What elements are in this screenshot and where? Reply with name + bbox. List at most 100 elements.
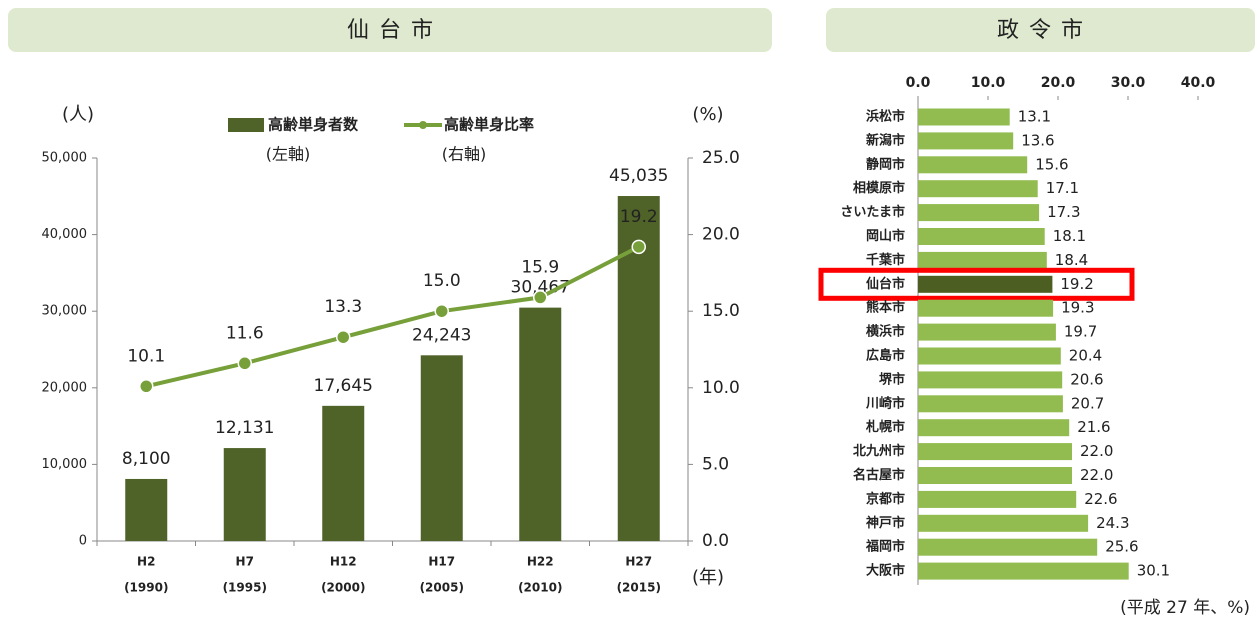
line-point [434, 303, 449, 319]
bar [918, 371, 1063, 389]
bar-label: 22.6 [1084, 490, 1117, 508]
y-tick-label: さいたま市 [840, 204, 905, 220]
bar [918, 562, 1129, 580]
x-tick-label: 0.0 [906, 75, 931, 91]
y-tick-label: 千葉市 [866, 252, 905, 268]
y2-tick-label: 5.0 [702, 454, 729, 474]
bar [918, 275, 1053, 293]
y-tick-label: 相模原市 [853, 180, 905, 196]
bar-label: 20.4 [1069, 347, 1102, 365]
y-tick-label: 浜松市 [866, 109, 905, 125]
bar [918, 419, 1070, 437]
bar [918, 538, 1098, 556]
bar-label: 24.3 [1096, 514, 1129, 532]
line-label: 13.3 [324, 297, 362, 317]
x-tick-label: H12 [330, 555, 357, 569]
line-point [533, 290, 548, 305]
bar [918, 490, 1077, 508]
bar-label: 15.6 [1035, 155, 1068, 173]
x-tick-sublabel: (1990) [124, 581, 168, 595]
y-tick-label: 堺市 [879, 371, 905, 387]
y-tick-label: 岡山市 [866, 228, 905, 244]
y-tick-label: 札幌市 [865, 419, 905, 435]
x-tick-label: H2 [137, 555, 155, 569]
y2-unit: (%) [692, 104, 723, 125]
legend-note: (左軸) [266, 145, 311, 164]
x-tick-label: 10.0 [971, 75, 1006, 91]
bar [918, 443, 1072, 461]
bar [918, 204, 1040, 222]
legend-note: (右軸) [442, 145, 487, 164]
bar-label: 12,131 [215, 418, 274, 438]
x-tick-sublabel: (2000) [321, 581, 365, 595]
bar-label: 22.0 [1080, 466, 1113, 484]
bar [918, 395, 1063, 413]
y-tick-label: 大阪市 [866, 563, 905, 579]
x-tick-sublabel: (2015) [617, 581, 661, 595]
bar [918, 132, 1014, 150]
line-point [139, 379, 154, 394]
y-tick-label: 50,000 [42, 151, 88, 166]
bar-label: 21.6 [1077, 418, 1110, 436]
x-tick-sublabel: (2010) [518, 581, 562, 595]
x-unit: (年) [692, 567, 724, 588]
y-tick-label: 30,000 [42, 304, 88, 319]
bar-label: 19.7 [1064, 323, 1097, 341]
bar [918, 108, 1010, 126]
bar-label: 19.2 [1060, 275, 1093, 293]
bar-label: 20.7 [1071, 394, 1104, 412]
y-tick-label: 40,000 [42, 227, 88, 242]
y-tick-label: 0 [79, 534, 87, 549]
x-tick-label: 30.0 [1111, 75, 1146, 91]
bar [223, 448, 266, 541]
y-tick-label: 北九州市 [853, 443, 905, 459]
bar [918, 299, 1054, 317]
bar [420, 355, 463, 541]
x-tick-label: H7 [236, 555, 254, 569]
bar-label: 25.6 [1105, 538, 1138, 556]
chart-title: 政令市 [997, 18, 1093, 43]
line-point [631, 239, 646, 255]
y2-tick-label: 0.0 [702, 531, 729, 551]
line-label: 15.0 [423, 271, 461, 291]
bar [519, 307, 562, 541]
y-tick-label: 横浜市 [866, 324, 905, 340]
line-label: 10.1 [127, 346, 165, 366]
y-tick-label: 10,000 [42, 457, 88, 472]
bar [918, 251, 1047, 269]
y2-tick-label: 25.0 [702, 148, 740, 168]
bar-label: 18.4 [1055, 251, 1088, 269]
x-tick-label: H22 [527, 555, 554, 569]
bar-label: 22.0 [1080, 442, 1113, 460]
bar [918, 180, 1038, 198]
y-tick-label: 福岡市 [865, 539, 905, 555]
line-label: 19.2 [620, 207, 658, 227]
bar-label: 45,035 [609, 166, 668, 186]
x-tick-sublabel: (1995) [223, 581, 267, 595]
bar-label: 30.1 [1137, 562, 1170, 580]
line-point [237, 356, 252, 371]
line-label: 15.9 [521, 257, 559, 277]
bar-label: 17,645 [314, 376, 373, 396]
bar-label: 17.3 [1047, 203, 1080, 221]
bar [918, 323, 1056, 341]
bar [918, 467, 1072, 484]
legend-swatch [419, 121, 427, 129]
y-tick-label: 名古屋市 [853, 467, 905, 483]
x-tick-label: 20.0 [1041, 75, 1076, 91]
highlight-box [818, 267, 1135, 301]
bar-label: 30,467 [511, 278, 570, 298]
bar-label: 24,243 [412, 325, 471, 345]
x-tick-label: H27 [625, 555, 652, 569]
y2-tick-label: 20.0 [702, 225, 740, 245]
y2-tick-label: 10.0 [702, 378, 740, 398]
y-tick-label: 20,000 [42, 380, 88, 395]
bar-label: 17.1 [1046, 179, 1079, 197]
line-point [336, 329, 351, 345]
y-tick-label: 広島市 [866, 348, 905, 364]
header-bg [826, 8, 1255, 52]
bar-label: 13.6 [1021, 131, 1054, 149]
legend-label: 高齢単身者数 [268, 116, 359, 134]
note: (平成 27 年、%) [1120, 598, 1250, 618]
